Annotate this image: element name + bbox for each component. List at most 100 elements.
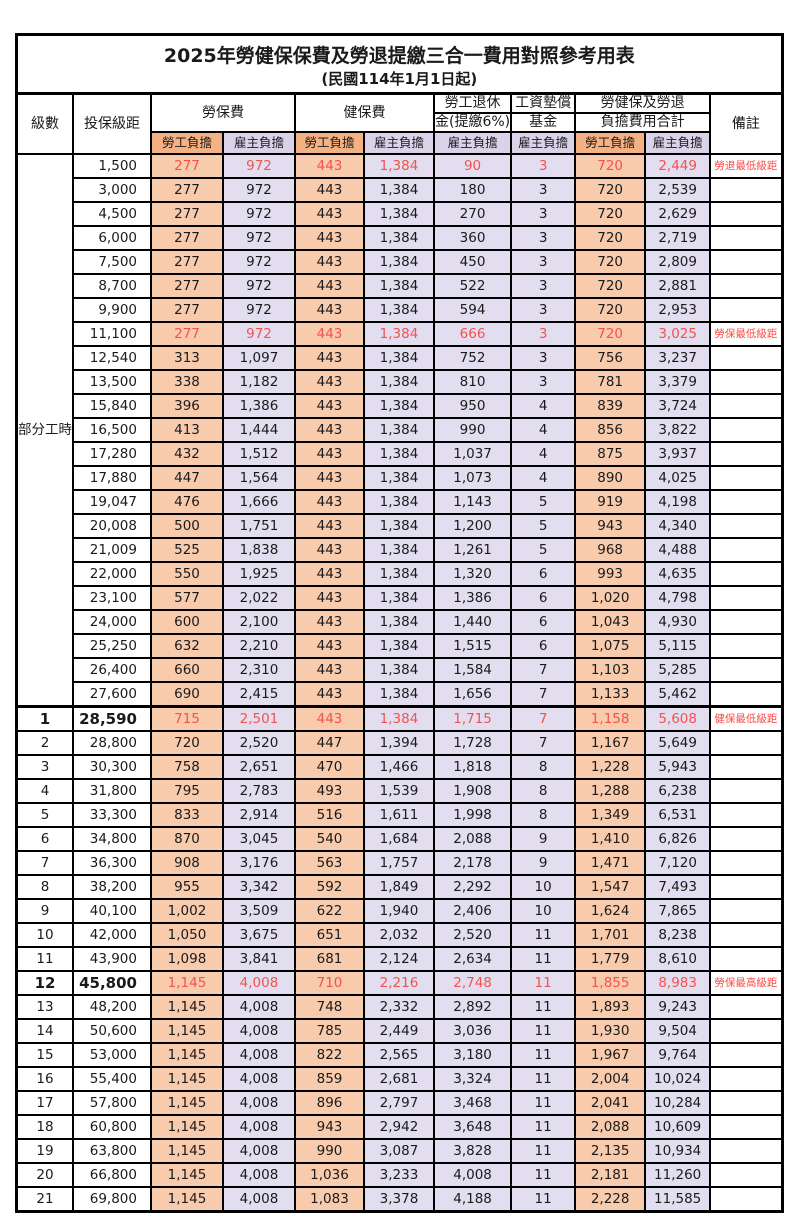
- wage-fund-employer-cell: 6: [510, 561, 577, 587]
- pension-employer-cell: 1,320: [432, 561, 513, 587]
- labor-fee-employer-cell: 1,751: [222, 513, 296, 539]
- table-row: 17,880 447 1,564 443 1,384 1,073 4 890 4,025: [17, 465, 784, 491]
- total-employer-cell: 3,025: [644, 321, 712, 347]
- total-employee-cell: 1,410: [574, 826, 647, 852]
- total-employer-cell: 2,539: [644, 177, 712, 203]
- health-fee-employee-cell: 443: [294, 465, 365, 491]
- wage-fund-employer-cell: 3: [510, 249, 577, 275]
- labor-fee-employer-cell: 1,564: [222, 465, 296, 491]
- note-cell: [709, 633, 784, 659]
- total-employee-cell: 856: [574, 417, 647, 443]
- health-fee-employee-cell: 443: [294, 561, 365, 587]
- col-header-pension-line2: 金(提繳6%): [432, 112, 513, 133]
- bracket-cell: 23,100: [72, 585, 152, 611]
- health-fee-employer-cell: 1,384: [363, 585, 435, 611]
- labor-fee-employer-cell: 3,045: [222, 826, 296, 852]
- wage-fund-employer-cell: 10: [510, 874, 577, 900]
- level-cell: 16: [15, 1066, 74, 1092]
- health-fee-employer-cell: 1,466: [363, 754, 435, 780]
- labor-fee-employee-cell: 1,002: [150, 898, 224, 924]
- table-row: 6,000 277 972 443 1,384 360 3 720 2,719: [17, 225, 784, 251]
- total-employee-cell: 1,471: [574, 850, 647, 876]
- total-employer-cell: 5,115: [644, 633, 712, 659]
- pension-employer-cell: 1,143: [432, 489, 513, 515]
- note-cell: [709, 489, 784, 515]
- total-employer-cell: 3,937: [644, 441, 712, 467]
- total-employee-cell: 2,181: [574, 1162, 647, 1188]
- total-employer-cell: 2,953: [644, 297, 712, 323]
- note-cell: [709, 1114, 784, 1140]
- labor-fee-employee-cell: 396: [150, 393, 224, 419]
- table-row: 14 50,600 1,145 4,008 785 2,449 3,036 11 1,930 9,…: [15, 1018, 784, 1044]
- labor-fee-employee-cell: 476: [150, 489, 224, 515]
- wage-fund-employer-cell: 4: [510, 393, 577, 419]
- total-employer-cell: 10,934: [644, 1138, 712, 1164]
- table-row: 20,008 500 1,751 443 1,384 1,200 5 943 4,340: [17, 513, 784, 539]
- labor-fee-employee-cell: 715: [150, 705, 224, 732]
- note-cell: [709, 1162, 784, 1188]
- labor-fee-employee-cell: 277: [150, 153, 224, 179]
- wage-fund-employer-cell: 3: [510, 273, 577, 299]
- labor-fee-employee-cell: 758: [150, 754, 224, 780]
- bracket-cell: 60,800: [72, 1114, 152, 1140]
- total-employer-cell: 4,930: [644, 609, 712, 635]
- total-employer-cell: 4,635: [644, 561, 712, 587]
- bracket-cell: 40,100: [72, 898, 152, 924]
- note-cell: [709, 393, 784, 419]
- health-fee-employer-cell: 1,384: [363, 441, 435, 467]
- col-header-labor-insurance: 勞保費: [150, 92, 296, 133]
- total-employer-cell: 8,610: [644, 946, 712, 972]
- pension-employer-cell: 3,324: [432, 1066, 513, 1092]
- health-fee-employer-cell: 2,216: [363, 970, 435, 996]
- labor-fee-employee-cell: 720: [150, 730, 224, 756]
- subheader-health-employee: 勞工負擔: [294, 131, 365, 155]
- wage-fund-employer-cell: 6: [510, 633, 577, 659]
- health-fee-employee-cell: 443: [294, 273, 365, 299]
- wage-fund-employer-cell: 5: [510, 489, 577, 515]
- level-cell: 10: [15, 922, 74, 948]
- level-cell: 5: [15, 802, 74, 828]
- total-employer-cell: 6,826: [644, 826, 712, 852]
- pension-employer-cell: 2,520: [432, 922, 513, 948]
- bracket-cell: 16,500: [72, 417, 152, 443]
- col-header-wage-fund-line2: 基金: [510, 112, 577, 133]
- health-fee-employer-cell: 2,565: [363, 1042, 435, 1068]
- note-cell: [709, 609, 784, 635]
- pension-employer-cell: 2,088: [432, 826, 513, 852]
- pension-employer-cell: 3,648: [432, 1114, 513, 1140]
- labor-fee-employer-cell: 2,415: [222, 681, 296, 708]
- bracket-cell: 11,100: [72, 321, 152, 347]
- health-fee-employee-cell: 443: [294, 585, 365, 611]
- table-row: 27,600 690 2,415 443 1,384 1,656 7 1,133 5,462: [17, 681, 784, 708]
- subheader-labor-employer: 雇主負擔: [222, 131, 296, 155]
- labor-fee-employee-cell: 500: [150, 513, 224, 539]
- note-cell: 勞保最高級距: [709, 970, 784, 996]
- total-employee-cell: 2,041: [574, 1090, 647, 1116]
- health-fee-employer-cell: 2,681: [363, 1066, 435, 1092]
- labor-fee-employee-cell: 1,145: [150, 1090, 224, 1116]
- labor-fee-employee-cell: 1,145: [150, 1066, 224, 1092]
- health-fee-employer-cell: 1,384: [363, 681, 435, 708]
- bracket-cell: 57,800: [72, 1090, 152, 1116]
- bracket-cell: 4,500: [72, 201, 152, 227]
- bracket-cell: 30,300: [72, 754, 152, 780]
- note-cell: [709, 417, 784, 443]
- health-fee-employee-cell: 516: [294, 802, 365, 828]
- note-cell: [709, 273, 784, 299]
- total-employee-cell: 1,158: [574, 705, 647, 732]
- labor-fee-employee-cell: 600: [150, 609, 224, 635]
- health-fee-employer-cell: 1,384: [363, 537, 435, 563]
- wage-fund-employer-cell: 6: [510, 585, 577, 611]
- note-cell: [709, 778, 784, 804]
- labor-fee-employer-cell: 972: [222, 321, 296, 347]
- health-fee-employee-cell: 710: [294, 970, 365, 996]
- bracket-cell: 6,000: [72, 225, 152, 251]
- note-cell: [709, 225, 784, 251]
- wage-fund-employer-cell: 3: [510, 369, 577, 395]
- note-cell: [709, 730, 784, 756]
- pension-employer-cell: 3,828: [432, 1138, 513, 1164]
- health-fee-employer-cell: 1,384: [363, 321, 435, 347]
- note-cell: [709, 1042, 784, 1068]
- wage-fund-employer-cell: 9: [510, 850, 577, 876]
- total-employer-cell: 7,120: [644, 850, 712, 876]
